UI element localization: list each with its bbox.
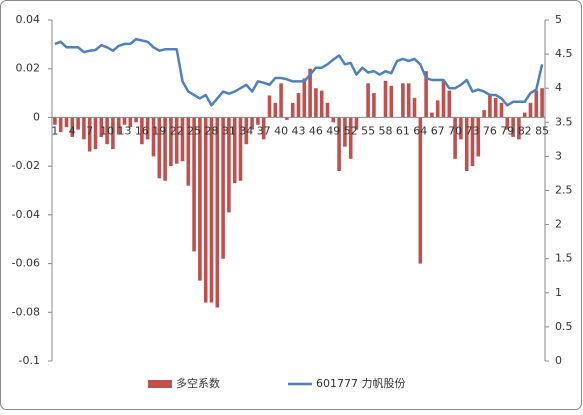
bar [436, 100, 440, 117]
y2-tick-label: 1.5 [555, 252, 573, 265]
bar [94, 117, 98, 149]
x-tick-label: 73 [466, 124, 480, 137]
y2-tick-label: 0 [555, 354, 562, 367]
bar [523, 113, 527, 118]
bar [500, 103, 504, 118]
x-tick-label: 58 [379, 124, 393, 137]
y2-tick-label: 3.5 [555, 115, 573, 128]
bar [326, 103, 330, 118]
x-tick-label: 79 [500, 124, 514, 137]
x-tick-label: 64 [413, 124, 427, 137]
x-tick-label: 25 [187, 124, 201, 137]
x-tick-label: 76 [483, 124, 497, 137]
y2-tick-label: 3 [555, 149, 562, 162]
y2-tick-label: 1 [555, 286, 562, 299]
bar [419, 117, 423, 263]
bar [482, 110, 486, 117]
x-tick-label: 13 [118, 124, 132, 137]
x-tick-label: 46 [309, 124, 323, 137]
y2-tick-label: 2.5 [555, 184, 573, 197]
bar [279, 83, 283, 117]
bar [535, 91, 539, 118]
x-tick-label: 85 [535, 124, 549, 137]
x-tick-label: 7 [86, 124, 93, 137]
bar [210, 117, 214, 302]
y-tick-label: -0.1 [19, 354, 40, 367]
bar [413, 98, 417, 117]
legend-label: 601777 力帆股份 [316, 376, 406, 390]
bar [82, 117, 86, 139]
x-tick-label: 49 [326, 124, 340, 137]
x-tick-label: 67 [431, 124, 445, 137]
bar [372, 93, 376, 117]
y-tick-label: -0.04 [12, 208, 40, 221]
x-tick-label: 4 [69, 124, 76, 137]
bar [529, 103, 533, 118]
bar [430, 113, 434, 118]
x-tick-label: 82 [518, 124, 532, 137]
y-tick-label: 0.04 [16, 13, 41, 26]
bar [291, 103, 295, 118]
x-tick-label: 28 [205, 124, 219, 137]
bar [76, 117, 80, 129]
bar [216, 117, 220, 307]
bar [65, 117, 69, 127]
x-tick-label: 40 [274, 124, 288, 137]
legend-label: 多空系数 [176, 376, 220, 390]
bar [448, 91, 452, 118]
bar [314, 88, 318, 117]
bar [407, 83, 411, 117]
x-tick-label: 31 [222, 124, 236, 137]
x-tick-label: 43 [292, 124, 306, 137]
bar [494, 98, 498, 117]
bar [442, 81, 446, 118]
y2-tick-label: 5 [555, 13, 562, 26]
bar [366, 83, 370, 117]
bar [303, 78, 307, 117]
bar [320, 91, 324, 118]
x-tick-label: 52 [344, 124, 358, 137]
x-tick-label: 1 [51, 124, 58, 137]
x-tick-label: 37 [257, 124, 271, 137]
bar [390, 86, 394, 118]
y2-tick-label: 0.5 [555, 320, 573, 333]
y-tick-label: -0.02 [12, 159, 40, 172]
bar [540, 88, 544, 117]
bar [192, 117, 196, 251]
bar [134, 117, 138, 122]
x-tick-label: 22 [170, 124, 184, 137]
y2-tick-label: 4.5 [555, 47, 573, 60]
bar [198, 117, 202, 280]
x-tick-label: 10 [100, 124, 114, 137]
y-tick-label: -0.06 [12, 257, 40, 270]
x-tick-label: 19 [152, 124, 166, 137]
x-tick-label: 16 [135, 124, 149, 137]
y-tick-label: 0.02 [16, 62, 41, 75]
y-tick-label: -0.08 [12, 305, 40, 318]
x-tick-label: 55 [361, 124, 375, 137]
bar [221, 117, 225, 258]
bar [384, 81, 388, 118]
bar [59, 117, 63, 132]
bar [204, 117, 208, 302]
y2-tick-label: 2 [555, 218, 562, 231]
bar [488, 96, 492, 118]
legend-swatch [148, 380, 172, 388]
y2-tick-label: 4 [555, 81, 562, 94]
bar [332, 117, 336, 122]
x-tick-label: 34 [239, 124, 253, 137]
x-tick-label: 70 [448, 124, 462, 137]
bar [401, 83, 405, 117]
y-tick-label: 0 [33, 110, 40, 123]
x-tick-label: 61 [396, 124, 410, 137]
bar [268, 96, 272, 118]
bar [297, 93, 301, 117]
bar [274, 103, 278, 118]
